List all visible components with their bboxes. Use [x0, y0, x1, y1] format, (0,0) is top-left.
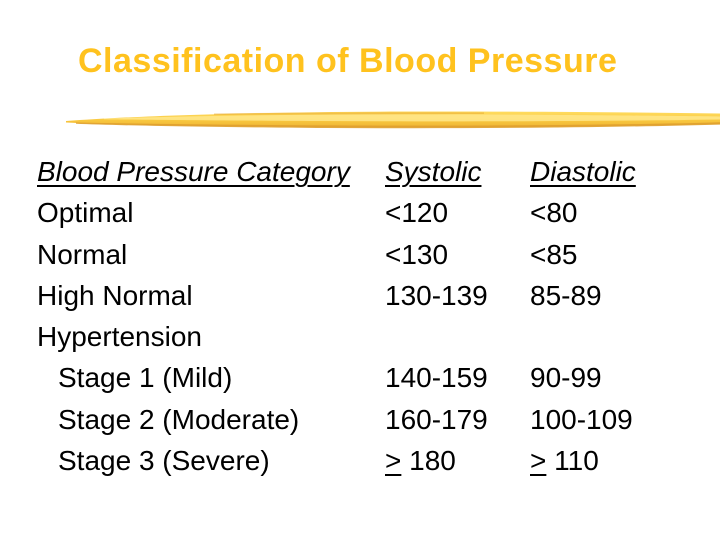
bp-cell-systolic: 160-179: [385, 403, 488, 435]
col-header-diastolic: Diastolic: [530, 151, 697, 192]
col-header-systolic-label: Systolic: [385, 156, 482, 187]
bp-cell-diastolic: 90-99: [530, 362, 602, 394]
bp-cell-category: Stage 2 (Moderate): [58, 403, 300, 435]
slide-title: Classification of Blood Pressure: [78, 42, 618, 80]
greater-equal-sign: >: [530, 445, 547, 477]
col-header-category-label: Blood Pressure Category: [37, 156, 350, 187]
bp-cell-diastolic: [530, 316, 697, 357]
bp-cell-systolic: 130-139: [385, 279, 488, 311]
bp-table-row: High Normal 130-139 85-89: [37, 275, 697, 316]
bp-cell-diastolic: > 110: [530, 445, 599, 477]
col-header-category: Blood Pressure Category: [37, 151, 385, 192]
col-header-diastolic-label: Diastolic: [530, 156, 636, 187]
bp-cell-category: High Normal: [37, 279, 193, 311]
greater-equal-sign: >: [385, 445, 402, 477]
bp-cell-diastolic: <85: [530, 238, 578, 270]
bp-cell-systolic: [385, 316, 530, 357]
bp-table-row: Stage 1 (Mild) 140-159 90-99: [37, 357, 697, 398]
bp-table: Blood Pressure Category Systolic Diastol…: [37, 151, 697, 481]
bp-cell-category: Stage 3 (Severe): [58, 445, 270, 477]
bp-table-row: Stage 3 (Severe) > 180 > 110: [37, 440, 697, 481]
bp-cell-category: Hypertension: [37, 321, 202, 353]
bp-cell-diastolic: 100-109: [530, 403, 633, 435]
bp-cell-systolic: <130: [385, 238, 449, 270]
bp-cell-diastolic: 85-89: [530, 279, 602, 311]
bp-cell-systolic: <120: [385, 197, 449, 229]
bp-table-row: Hypertension: [37, 316, 697, 357]
bp-cell-systolic: > 180: [385, 445, 456, 477]
bp-cell-systolic: 140-159: [385, 362, 488, 394]
bp-cell-category: Normal: [37, 238, 128, 270]
bp-cell-diastolic: <80: [530, 197, 578, 229]
bp-table-body: Optimal <120 <80 Normal <130 <85 High Normal 13…: [37, 192, 697, 481]
bp-table-row: Stage 2 (Moderate) 160-179 100-109: [37, 399, 697, 440]
bp-table-row: Normal <130 <85: [37, 234, 697, 275]
col-header-systolic: Systolic: [385, 151, 530, 192]
bp-table-row: Optimal <120 <80: [37, 192, 697, 233]
bp-table-header-row: Blood Pressure Category Systolic Diastol…: [37, 151, 697, 192]
gold-brush-stroke-decoration: [66, 111, 720, 129]
bp-cell-category: Optimal: [37, 197, 134, 229]
bp-cell-category: Stage 1 (Mild): [58, 362, 233, 394]
